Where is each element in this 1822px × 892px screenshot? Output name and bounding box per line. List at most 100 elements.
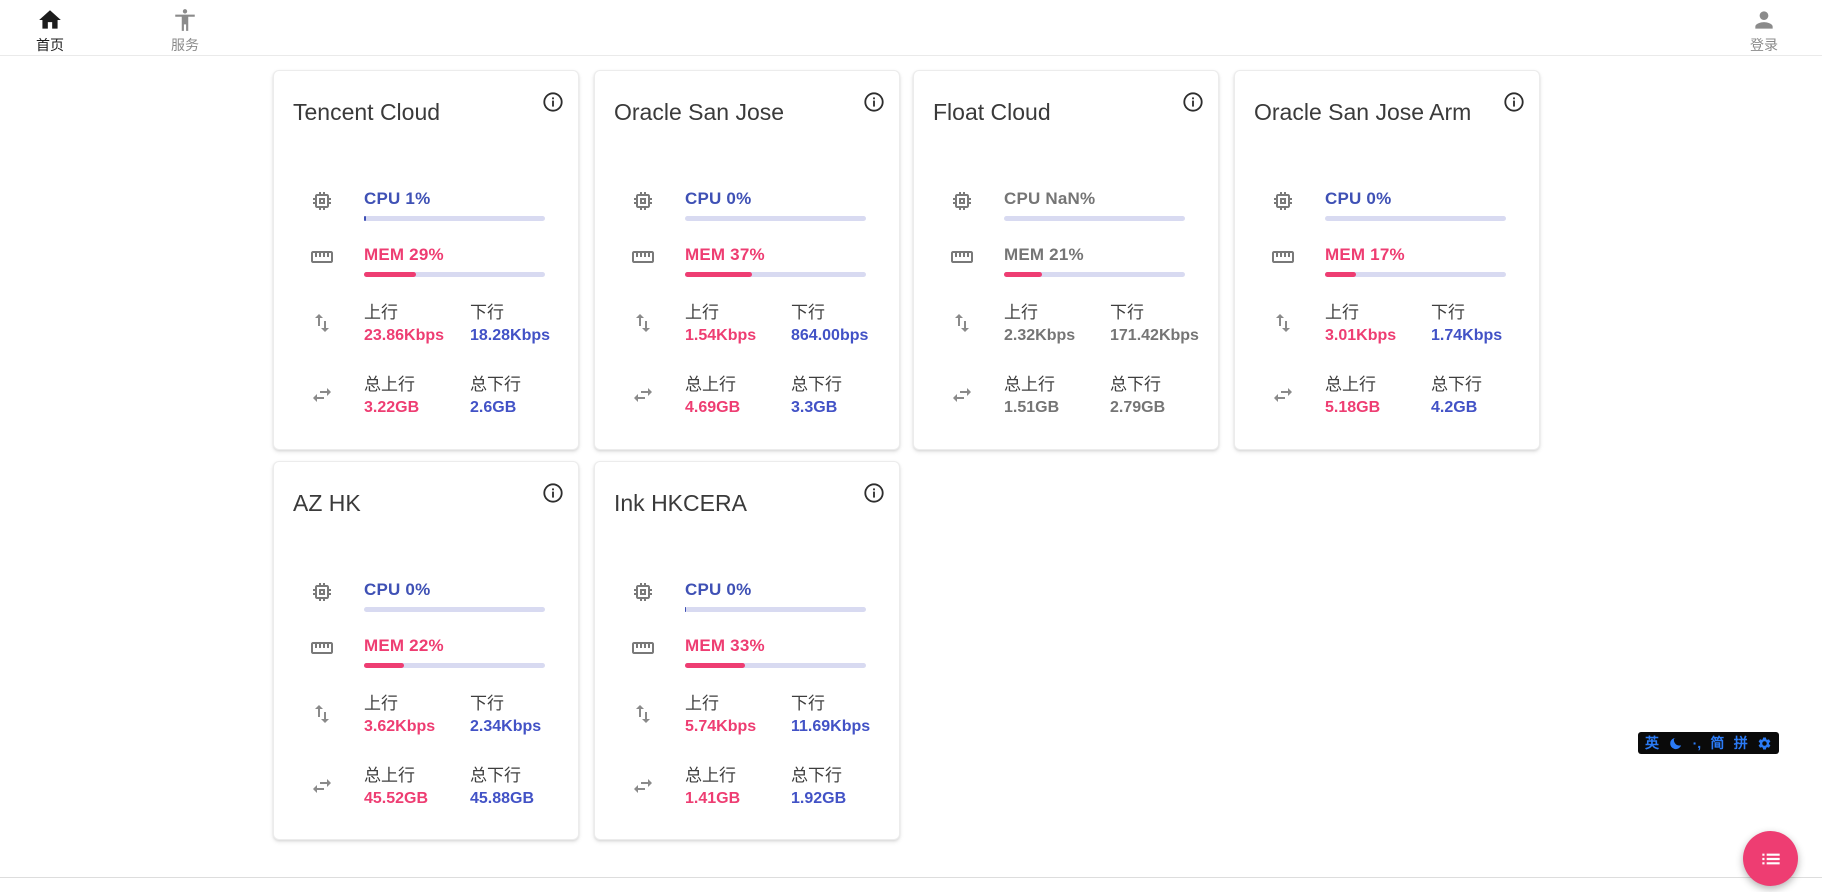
info-icon[interactable] — [1182, 91, 1204, 113]
mem-progress-bar — [685, 663, 866, 668]
total-download-label: 总下行 — [1431, 375, 1482, 394]
upload-speed: 3.01Kbps — [1325, 327, 1397, 344]
speed-row: 上行 3.62Kbps 下行 2.34Kbps — [310, 692, 545, 738]
ime-pinyin-indicator[interactable]: 拼 — [1733, 735, 1748, 751]
home-icon — [39, 10, 61, 29]
server-name: Tencent Cloud — [293, 99, 441, 125]
download-speed: 864.00bps — [791, 327, 869, 344]
mem-usage-label: MEM 22% — [364, 636, 444, 655]
total-download-value: 1.92GB — [791, 790, 847, 807]
mem-usage-label: MEM 17% — [1325, 245, 1405, 264]
speed-row: 上行 23.86Kbps 下行 18.28Kbps — [310, 301, 550, 347]
total-row: 总上行 45.52GB 总下行 45.88GB — [310, 764, 545, 810]
download-label: 下行 — [470, 694, 504, 713]
speed-row: 上行 3.01Kbps 下行 1.74Kbps — [1271, 301, 1506, 347]
mem-row: MEM 22% — [310, 636, 545, 668]
up-down-arrows-icon — [631, 692, 685, 738]
up-down-arrows-icon — [950, 301, 1004, 347]
info-icon[interactable] — [863, 482, 885, 504]
ime-punctuation-indicator[interactable]: ·, — [1692, 735, 1702, 751]
moon-icon[interactable] — [1668, 736, 1683, 751]
ime-simplified-indicator[interactable]: 简 — [1710, 735, 1725, 751]
total-row: 总上行 3.22GB 总下行 2.6GB — [310, 373, 545, 419]
up-down-arrows-icon — [310, 301, 364, 347]
server-name: Float Cloud — [933, 99, 1051, 125]
total-download-label: 总下行 — [791, 766, 842, 785]
download-label: 下行 — [1431, 303, 1465, 322]
upload-label: 上行 — [364, 694, 398, 713]
cpu-row: CPU 0% — [310, 580, 545, 612]
total-upload-value: 45.52GB — [364, 790, 429, 807]
mem-progress-bar — [364, 272, 545, 277]
cpu-chip-icon — [1271, 189, 1325, 221]
upload-speed: 5.74Kbps — [685, 718, 757, 735]
total-row: 总上行 1.41GB 总下行 1.92GB — [631, 764, 866, 810]
swap-horizontal-icon — [310, 373, 364, 419]
list-icon — [1761, 853, 1780, 864]
gear-icon[interactable] — [1757, 736, 1772, 751]
swap-horizontal-icon — [950, 373, 1004, 419]
info-icon[interactable] — [863, 91, 885, 113]
nav-login-label: 登录 — [1750, 37, 1778, 53]
total-upload-label: 总上行 — [1325, 375, 1376, 394]
total-upload-value: 1.41GB — [685, 790, 741, 807]
nav-item-home[interactable]: 首页 — [36, 7, 64, 55]
cpu-chip-icon — [310, 189, 364, 221]
cpu-usage-label: CPU NaN% — [1004, 189, 1096, 208]
ruler-icon — [631, 245, 685, 277]
cpu-progress-bar — [364, 216, 545, 221]
ime-toolbar[interactable]: 英 ·, 简 拼 — [1638, 732, 1779, 754]
info-icon[interactable] — [542, 91, 564, 113]
total-download-value: 3.3GB — [791, 399, 838, 416]
mem-row: MEM 33% — [631, 636, 866, 668]
up-down-arrows-icon — [631, 301, 685, 347]
mem-usage-label: MEM 29% — [364, 245, 444, 264]
server-card-float-cloud: Float Cloud CPU NaN% MEM 21% — [913, 70, 1219, 450]
up-down-arrows-icon — [1271, 301, 1325, 347]
total-upload-value: 1.51GB — [1004, 399, 1060, 416]
total-download-value: 2.6GB — [470, 399, 517, 416]
mem-row: MEM 29% — [310, 245, 545, 277]
up-down-arrows-icon — [310, 692, 364, 738]
mem-progress-bar — [1004, 272, 1185, 277]
ruler-icon — [310, 245, 364, 277]
cpu-row: CPU 1% — [310, 189, 545, 221]
cpu-progress-bar — [685, 607, 866, 612]
nav-services-label: 服务 — [171, 37, 199, 53]
ruler-icon — [631, 636, 685, 668]
mem-row: MEM 17% — [1271, 245, 1506, 277]
cpu-usage-label: CPU 0% — [685, 580, 752, 599]
upload-label: 上行 — [685, 303, 719, 322]
upload-label: 上行 — [1004, 303, 1038, 322]
download-speed: 18.28Kbps — [470, 327, 551, 344]
total-row: 总上行 5.18GB 总下行 4.2GB — [1271, 373, 1506, 419]
total-upload-label: 总上行 — [1004, 375, 1055, 394]
speed-row: 上行 2.32Kbps 下行 171.42Kbps — [950, 301, 1199, 347]
cpu-row: CPU 0% — [1271, 189, 1506, 221]
total-row: 总上行 1.51GB 总下行 2.79GB — [950, 373, 1185, 419]
total-download-value: 4.2GB — [1431, 399, 1478, 416]
mem-progress-bar — [364, 663, 545, 668]
info-icon[interactable] — [1503, 91, 1525, 113]
server-list-fab[interactable] — [1743, 831, 1798, 886]
server-card-tencent-cloud: Tencent Cloud CPU 1% MEM 29% — [273, 70, 579, 450]
total-upload-value: 3.22GB — [364, 399, 420, 416]
cpu-usage-label: CPU 0% — [364, 580, 431, 599]
total-download-label: 总下行 — [1110, 375, 1161, 394]
info-icon[interactable] — [542, 482, 564, 504]
total-upload-label: 总上行 — [364, 766, 415, 785]
ruler-icon — [310, 636, 364, 668]
ime-language-indicator[interactable]: 英 — [1645, 735, 1659, 751]
mem-progress-bar — [1325, 272, 1506, 277]
upload-speed: 3.62Kbps — [364, 718, 436, 735]
nav-item-services[interactable]: 服务 — [171, 7, 199, 55]
mem-usage-label: MEM 33% — [685, 636, 765, 655]
nav-item-login[interactable]: 登录 — [1750, 7, 1778, 55]
cpu-usage-label: CPU 1% — [364, 189, 431, 208]
cpu-row: CPU 0% — [631, 580, 866, 612]
cpu-progress-bar — [1004, 216, 1185, 221]
upload-speed: 1.54Kbps — [685, 327, 757, 344]
mem-row: MEM 37% — [631, 245, 866, 277]
cpu-usage-label: CPU 0% — [685, 189, 752, 208]
